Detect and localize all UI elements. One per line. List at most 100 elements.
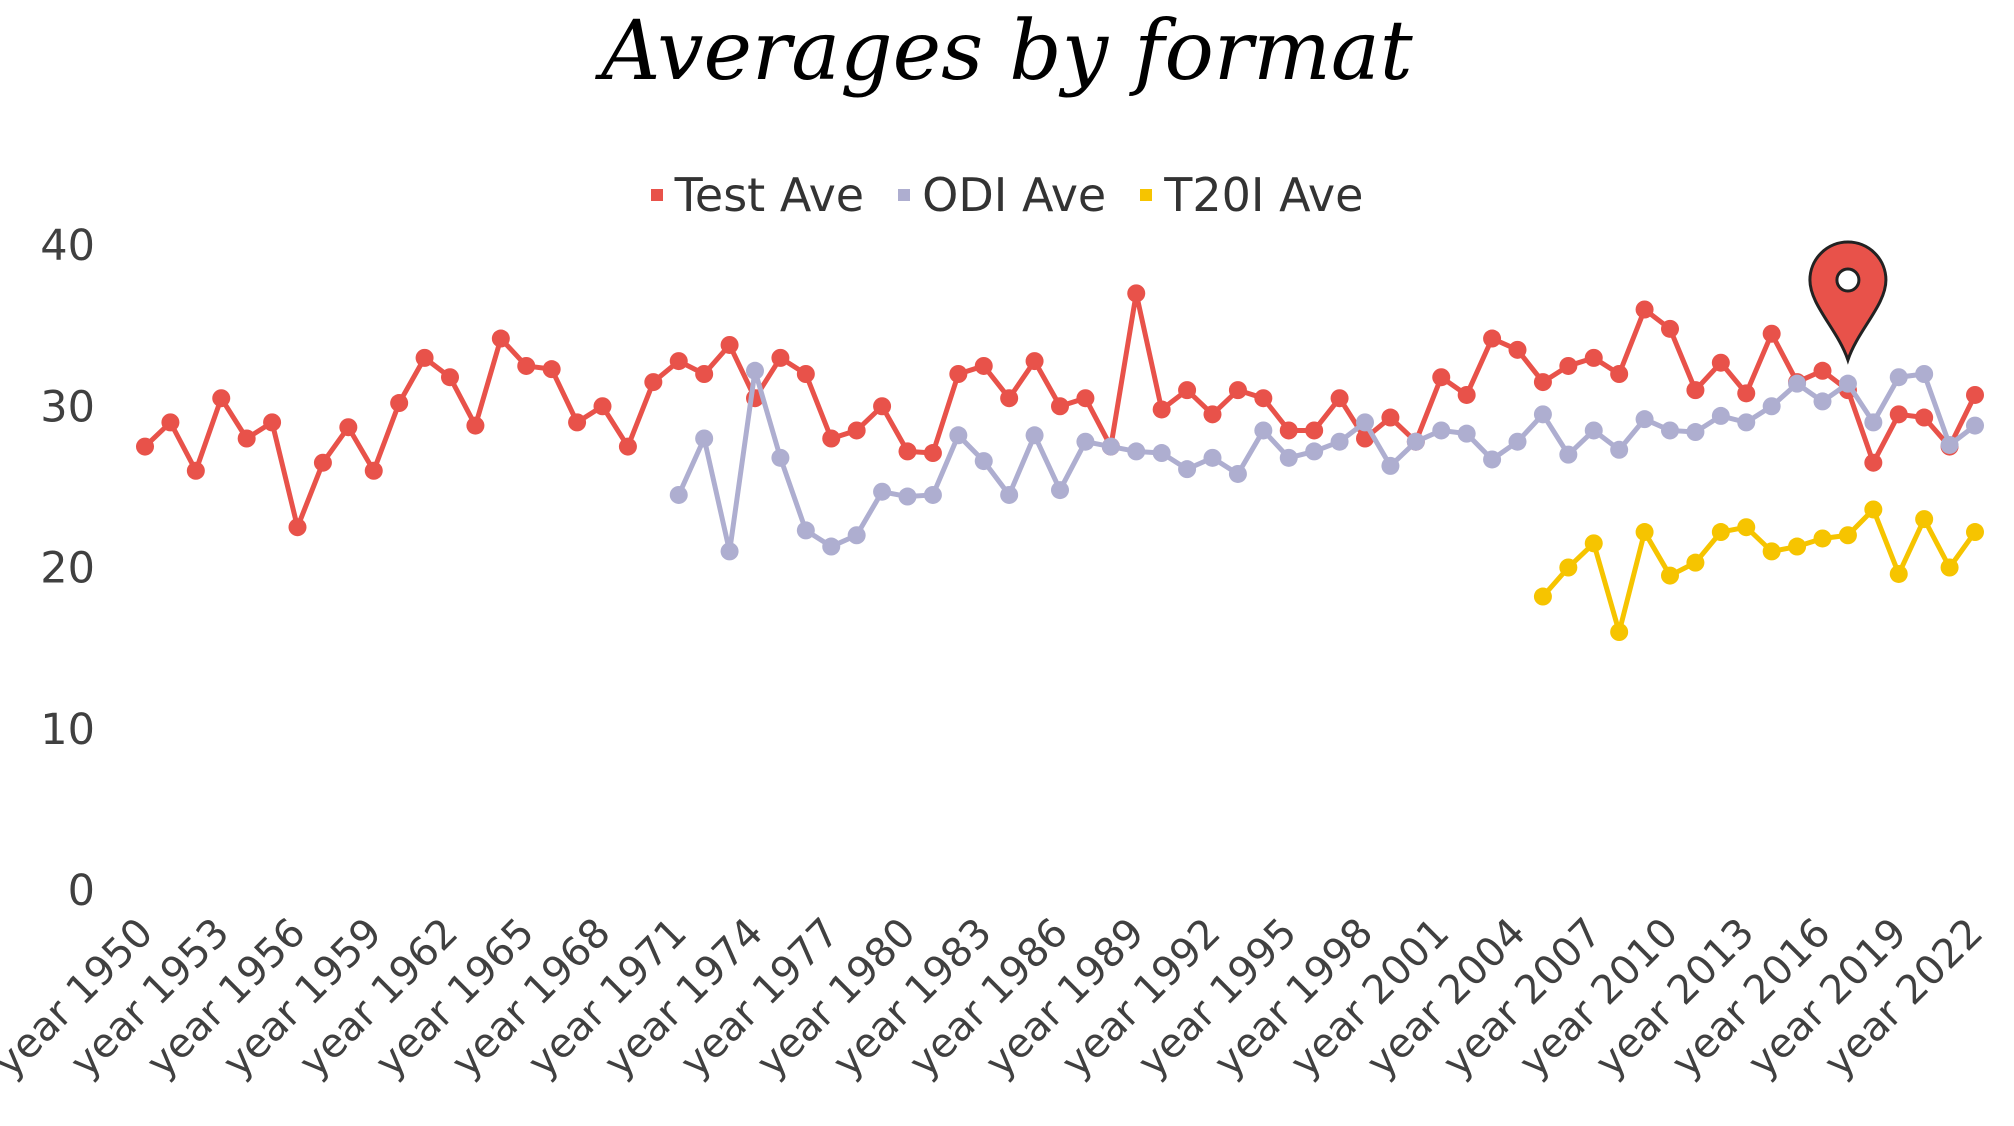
data-point-1 xyxy=(1661,421,1679,440)
data-point-1 xyxy=(1762,397,1781,416)
data-point-2 xyxy=(1966,523,1984,542)
data-point-1 xyxy=(1737,413,1756,432)
data-point-0 xyxy=(1661,319,1679,338)
data-point-0 xyxy=(339,418,358,437)
data-point-1 xyxy=(1406,432,1425,451)
data-point-1 xyxy=(1584,421,1603,440)
data-point-1 xyxy=(1051,481,1069,500)
data-point-1 xyxy=(1076,432,1095,451)
data-point-2 xyxy=(1813,529,1832,548)
data-point-1 xyxy=(669,485,688,504)
data-point-2 xyxy=(1762,542,1781,561)
data-point-1 xyxy=(1330,432,1349,451)
data-point-0 xyxy=(1686,381,1705,400)
legend-label-odi: ODI Ave xyxy=(922,168,1107,222)
data-point-1 xyxy=(1356,413,1374,432)
data-point-0 xyxy=(390,394,409,413)
data-point-1 xyxy=(1101,437,1120,456)
data-point-1 xyxy=(1178,460,1197,479)
data-point-0 xyxy=(796,365,815,383)
data-point-1 xyxy=(1559,445,1578,464)
data-point-1 xyxy=(923,485,942,504)
data-point-1 xyxy=(822,537,841,556)
data-point-2 xyxy=(1915,510,1934,529)
legend-swatch-test xyxy=(650,189,663,201)
map-pin-hole xyxy=(1835,267,1861,293)
data-point-0 xyxy=(313,453,332,472)
data-point-0 xyxy=(1203,405,1222,424)
y-tick-label: 20 xyxy=(40,544,95,594)
data-point-0 xyxy=(1711,353,1730,372)
data-point-1 xyxy=(796,521,815,540)
data-point-0 xyxy=(1254,389,1273,408)
data-point-0 xyxy=(288,518,307,537)
data-point-1 xyxy=(1635,410,1654,429)
chart-title: Averages by format xyxy=(601,4,1413,99)
data-point-1 xyxy=(1457,424,1476,443)
data-point-1 xyxy=(1711,406,1730,425)
legend-item-test: Test Ave xyxy=(650,168,865,222)
data-point-0 xyxy=(1152,400,1171,419)
data-point-2 xyxy=(1737,518,1756,537)
data-point-1 xyxy=(1203,448,1222,467)
data-point-0 xyxy=(720,335,739,354)
data-point-2 xyxy=(1838,526,1857,545)
data-point-2 xyxy=(1559,558,1578,577)
data-point-0 xyxy=(1635,300,1654,319)
data-point-0 xyxy=(136,437,154,456)
data-point-1 xyxy=(1432,421,1451,440)
data-point-0 xyxy=(364,461,383,480)
data-point-1 xyxy=(974,452,993,471)
data-point-1 xyxy=(746,361,764,380)
data-point-1 xyxy=(1686,423,1705,442)
data-point-1 xyxy=(847,526,866,545)
data-point-0 xyxy=(1305,421,1324,440)
legend-label-t20i: T20I Ave xyxy=(1164,168,1364,222)
data-point-1 xyxy=(1889,368,1908,387)
data-point-1 xyxy=(1940,435,1959,454)
y-tick-label: 10 xyxy=(40,705,95,755)
data-point-1 xyxy=(1864,413,1883,432)
data-point-0 xyxy=(873,397,892,416)
data-point-0 xyxy=(1762,324,1781,343)
data-point-1 xyxy=(1610,440,1629,459)
data-point-0 xyxy=(1813,361,1832,380)
series-line-1 xyxy=(676,368,1977,554)
data-point-0 xyxy=(1381,408,1400,427)
data-point-2 xyxy=(1940,558,1959,577)
data-point-1 xyxy=(1966,416,1984,435)
legend-label-test: Test Ave xyxy=(674,168,865,222)
data-point-0 xyxy=(542,360,561,379)
data-point-2 xyxy=(1711,523,1730,542)
data-point-0 xyxy=(618,437,637,456)
data-point-1 xyxy=(1533,405,1552,424)
data-point-0 xyxy=(1000,389,1019,408)
data-point-1 xyxy=(1152,444,1171,463)
data-point-2 xyxy=(1661,566,1679,585)
data-point-0 xyxy=(1432,368,1451,387)
data-point-0 xyxy=(186,461,205,480)
data-point-0 xyxy=(415,348,434,367)
data-point-0 xyxy=(161,413,180,432)
data-point-1 xyxy=(1915,365,1934,383)
data-point-0 xyxy=(1178,381,1197,400)
data-point-0 xyxy=(1610,365,1629,383)
y-tick-label: 30 xyxy=(40,382,95,432)
data-point-1 xyxy=(695,429,714,448)
data-point-0 xyxy=(771,348,790,367)
data-point-0 xyxy=(263,413,282,432)
series-line-2 xyxy=(1541,506,1978,635)
data-point-0 xyxy=(1279,421,1298,440)
data-point-0 xyxy=(593,397,612,416)
data-point-0 xyxy=(1584,348,1603,367)
data-point-0 xyxy=(949,365,968,383)
data-point-0 xyxy=(1508,340,1527,359)
y-tick-label: 40 xyxy=(40,221,95,271)
data-point-1 xyxy=(1305,442,1324,461)
y-tick-label: 0 xyxy=(68,866,95,916)
data-point-1 xyxy=(1483,450,1502,469)
data-point-2 xyxy=(1864,500,1883,519)
data-point-0 xyxy=(568,413,587,432)
data-point-1 xyxy=(1838,374,1857,393)
data-point-0 xyxy=(212,389,231,408)
